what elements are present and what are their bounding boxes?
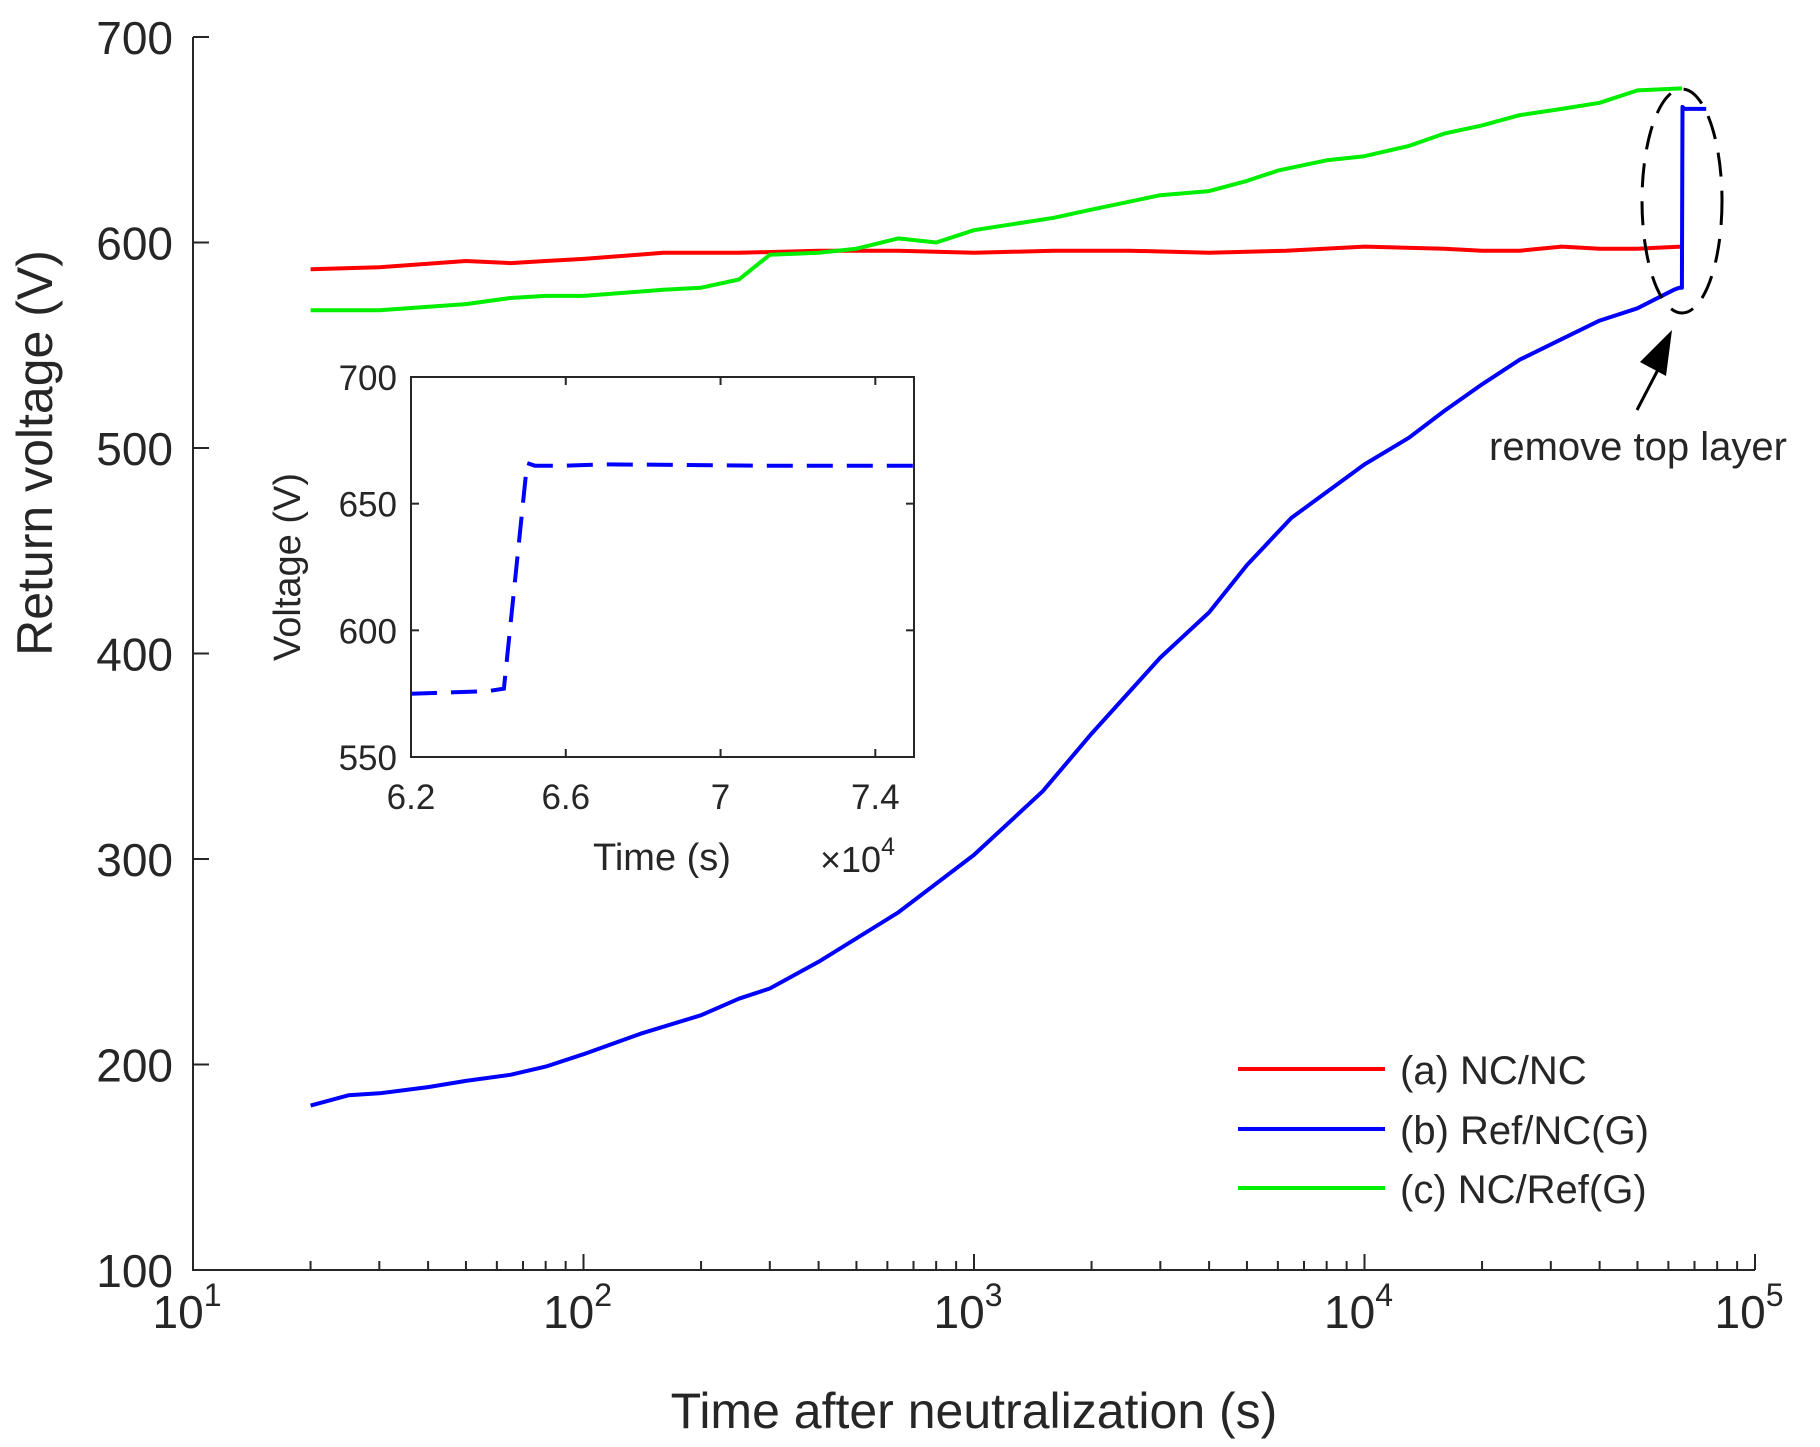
inset-x-axis-label: Time (s): [593, 837, 731, 879]
y-tick-label-700: 700: [96, 12, 173, 64]
y-axis-label: Return voltage (V): [7, 250, 63, 656]
inset-x-tick-label-2: 7: [711, 778, 730, 817]
annotation-arrow: [1635, 330, 1672, 411]
y-tick-label-100: 100: [96, 1245, 173, 1297]
y-tick-label-300: 300: [96, 834, 173, 886]
x-tick-label-10: 101: [153, 1277, 222, 1338]
series-line-c-nc-ref-g: [310, 86, 1682, 313]
x-tick-label-100000: 105: [1715, 1277, 1784, 1338]
annotation-text: remove top layer: [1489, 425, 1787, 469]
x-axis-label: Time after neutralization (s): [671, 1383, 1278, 1439]
inset-y-tick-label-650: 650: [339, 486, 397, 525]
x-tick-label-1000: 103: [934, 1277, 1003, 1338]
main-axes-box: [192, 37, 1755, 1271]
inset-y-tick-label-600: 600: [339, 612, 397, 651]
legend-label-b: (b) Ref/NC(G): [1400, 1109, 1649, 1153]
series-line-a-nc-nc: [310, 244, 1682, 272]
inset-x-multiplier-base: 10: [841, 839, 881, 880]
x-tick-label-10000: 104: [1324, 1277, 1393, 1338]
inset-axes-box: [410, 376, 915, 758]
inset-y-tick-label-700: 700: [339, 359, 397, 398]
inset-x-tick-label-1: 6.6: [541, 778, 590, 817]
inset-x-tick-label-3: 7.4: [851, 778, 900, 817]
inset-y-axis-label: Voltage (V): [267, 473, 309, 661]
annotation-ellipse: [1640, 87, 1724, 315]
inset-background: [411, 377, 914, 757]
inset-tick-labels: 550 600 650 700 6.2 6.6 7 7.4: [339, 359, 900, 817]
inset-x-multiplier-times: ×: [820, 839, 841, 880]
y-tick-label-500: 500: [96, 423, 173, 475]
y-tick-label-400: 400: [96, 629, 173, 681]
inset-y-tick-label-550: 550: [339, 739, 397, 778]
inset-x-tick-label-0: 6.2: [387, 778, 436, 817]
inset-series: [411, 460, 914, 696]
main-axis-ticks: [192, 36, 1756, 1271]
main-series: [310, 86, 1707, 1108]
inset-x-multiplier-exp: 4: [881, 833, 895, 861]
legend-label-c: (c) NC/Ref(G): [1400, 1168, 1647, 1212]
y-tick-label-200: 200: [96, 1040, 173, 1092]
y-tick-label-600: 600: [96, 218, 173, 270]
inset-x-multiplier: ×104: [820, 833, 895, 880]
legend-label-a: (a) NC/NC: [1400, 1049, 1587, 1093]
main-tick-labels: 100 200 300 400 500 600 700 101 102 103 104 105: [96, 12, 1783, 1338]
inset-series-line-b-ref-nc-g: [411, 460, 914, 696]
series-line-b-ref-nc-g: [310, 104, 1707, 1108]
legend: (a) NC/NC (b) Ref/NC(G) (c) NC/Ref(G): [1238, 1049, 1649, 1212]
x-tick-label-100: 102: [543, 1277, 612, 1338]
